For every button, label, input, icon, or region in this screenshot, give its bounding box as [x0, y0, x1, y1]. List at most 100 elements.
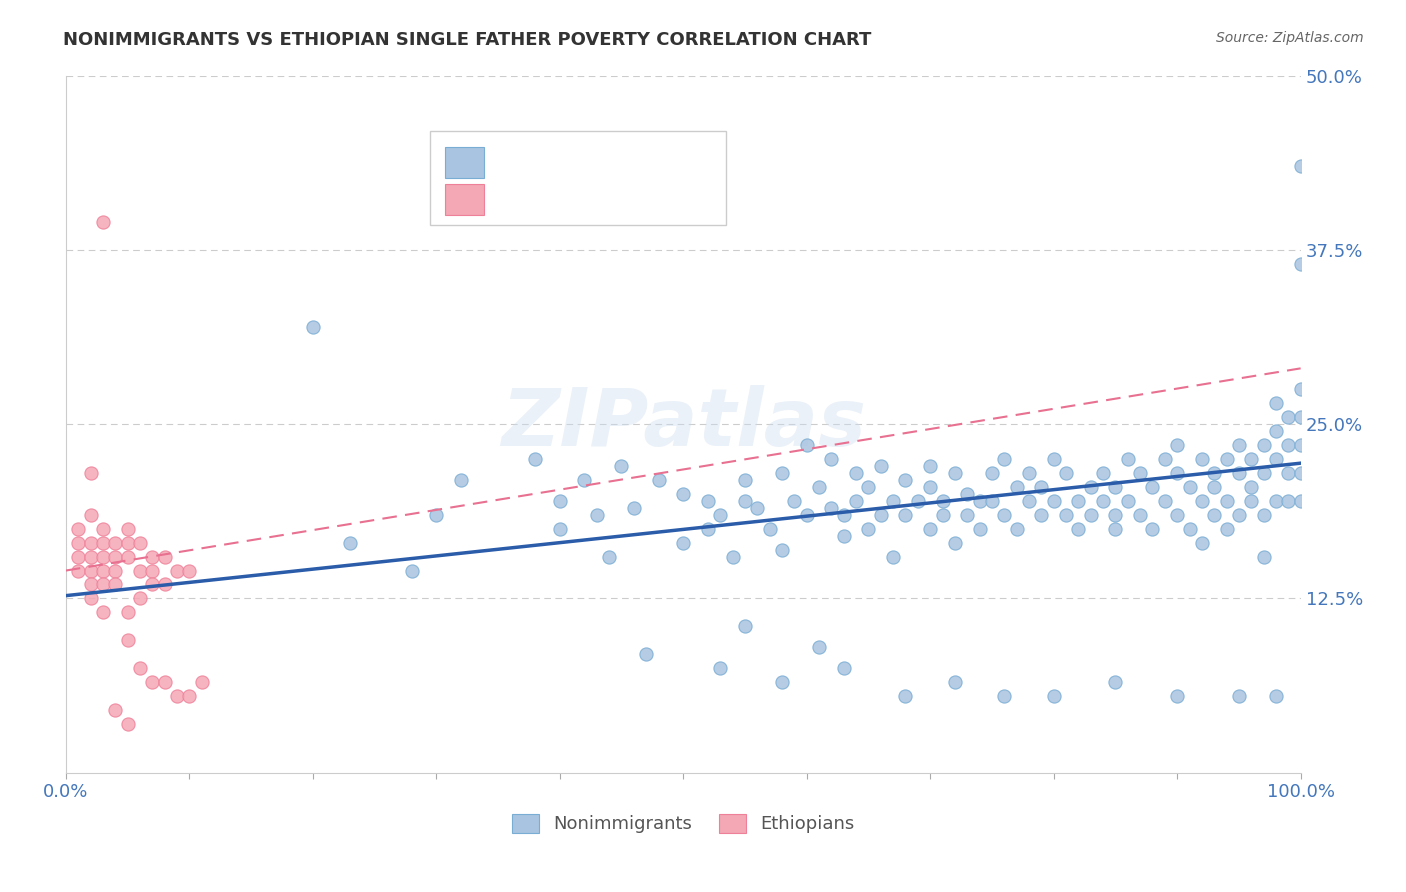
Point [709, 661, 731, 675]
Point [858, 480, 880, 494]
Point [141, 577, 163, 591]
Point [734, 473, 756, 487]
Point [697, 493, 720, 508]
Point [67, 564, 90, 578]
Point [647, 473, 669, 487]
Point [1240, 493, 1263, 508]
Point [1265, 424, 1288, 438]
Point [91, 535, 114, 549]
Point [104, 549, 127, 564]
Point [79, 508, 101, 522]
Point [770, 466, 793, 480]
Point [907, 493, 929, 508]
Point [179, 689, 201, 703]
Point [610, 458, 633, 473]
Point [79, 591, 101, 606]
Point [574, 473, 596, 487]
Text: R = 0.359: R = 0.359 [498, 152, 596, 169]
Point [1153, 493, 1175, 508]
Point [882, 493, 904, 508]
Point [1253, 466, 1275, 480]
Point [79, 577, 101, 591]
Text: N =  45: N = 45 [621, 190, 697, 208]
Point [920, 522, 942, 536]
Point [832, 529, 855, 543]
Point [796, 438, 818, 452]
Point [104, 577, 127, 591]
Point [1116, 493, 1139, 508]
Point [1277, 410, 1299, 425]
Point [920, 458, 942, 473]
Point [1067, 493, 1090, 508]
Text: ZIPatlas: ZIPatlas [501, 385, 866, 463]
Point [1227, 438, 1250, 452]
Point [548, 522, 571, 536]
Point [1289, 382, 1312, 396]
Point [91, 564, 114, 578]
Point [1142, 522, 1164, 536]
Point [882, 549, 904, 564]
Point [1215, 522, 1237, 536]
Point [1129, 466, 1152, 480]
Point [67, 549, 90, 564]
Point [1104, 480, 1126, 494]
Point [1215, 493, 1237, 508]
Point [1080, 508, 1102, 522]
Point [301, 319, 323, 334]
Point [1265, 452, 1288, 467]
Point [981, 466, 1004, 480]
Point [166, 564, 188, 578]
Point [91, 549, 114, 564]
Bar [444, 184, 485, 215]
Point [993, 508, 1015, 522]
Point [153, 549, 176, 564]
Point [894, 473, 917, 487]
Point [721, 549, 744, 564]
Point [697, 522, 720, 536]
Point [129, 591, 152, 606]
Point [1277, 493, 1299, 508]
Point [1204, 480, 1226, 494]
Point [1104, 522, 1126, 536]
Point [1166, 689, 1188, 703]
Point [91, 215, 114, 229]
Point [1265, 396, 1288, 410]
Point [734, 493, 756, 508]
Point [1289, 159, 1312, 173]
Point [672, 487, 695, 501]
Bar [444, 146, 485, 178]
Point [734, 619, 756, 633]
Point [1018, 493, 1040, 508]
Text: N = 142: N = 142 [621, 152, 697, 169]
Point [1289, 438, 1312, 452]
Point [943, 675, 966, 690]
Point [796, 508, 818, 522]
Point [1018, 466, 1040, 480]
Point [1042, 493, 1064, 508]
Point [820, 452, 842, 467]
Point [79, 549, 101, 564]
Point [450, 473, 472, 487]
Point [1080, 480, 1102, 494]
Point [1166, 466, 1188, 480]
Point [153, 577, 176, 591]
Point [598, 549, 620, 564]
Point [1289, 493, 1312, 508]
Point [808, 480, 831, 494]
Point [969, 522, 991, 536]
Point [943, 535, 966, 549]
Point [67, 535, 90, 549]
Point [117, 633, 139, 648]
Point [1265, 689, 1288, 703]
Point [993, 452, 1015, 467]
Point [339, 535, 361, 549]
Point [1104, 508, 1126, 522]
Point [1166, 438, 1188, 452]
Point [894, 508, 917, 522]
Point [1253, 438, 1275, 452]
Point [1191, 535, 1213, 549]
Point [129, 661, 152, 675]
Point [1289, 410, 1312, 425]
Point [425, 508, 447, 522]
Point [832, 661, 855, 675]
